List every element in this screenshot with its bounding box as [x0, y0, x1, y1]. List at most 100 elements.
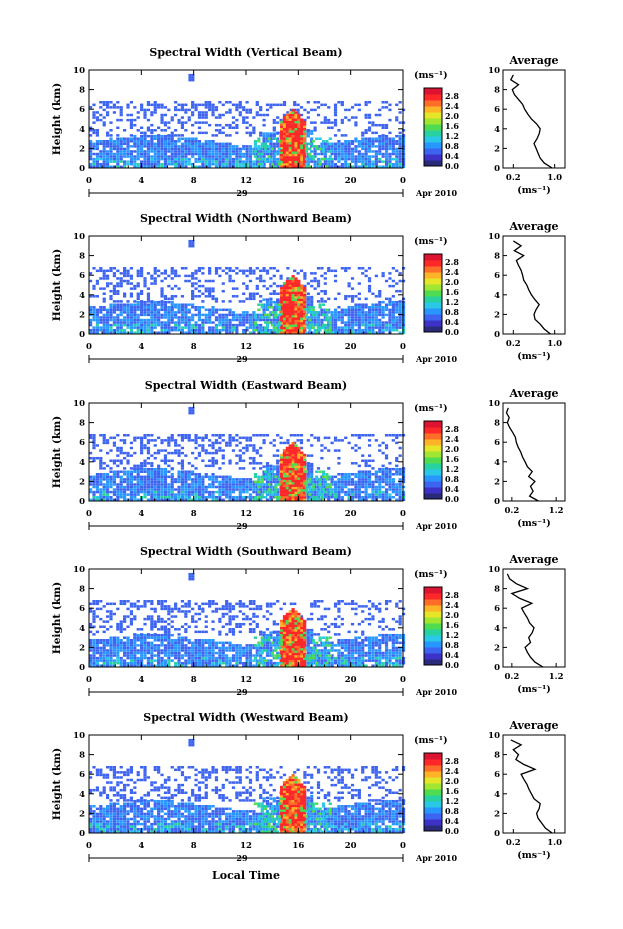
heatmap-cell: [201, 459, 205, 462]
heatmap-cell: [225, 111, 229, 114]
heatmap-cell: [211, 306, 215, 309]
heatmap-cell: [106, 140, 110, 143]
heatmap-cell: [350, 493, 355, 496]
heatmap-cell: [269, 483, 273, 486]
heatmap-cell: [371, 483, 375, 486]
heatmap-cell: [323, 145, 327, 148]
heatmap-cell: [381, 493, 385, 496]
heatmap-cell: [208, 287, 212, 290]
heatmap-cell: [262, 439, 266, 442]
avg-y-tick-label: 2: [494, 310, 500, 320]
heatmap-cell: [163, 326, 168, 329]
heatmap-cell: [291, 116, 295, 119]
heatmap-cell: [371, 323, 375, 327]
heatmap-cell: [280, 477, 284, 480]
heatmap-cell: [285, 498, 289, 501]
heatmap-cell: [106, 475, 110, 479]
heatmap-cell: [170, 267, 174, 270]
heatmap-cell: [294, 282, 298, 285]
heatmap-cell: [180, 459, 185, 462]
heatmap-cell: [218, 485, 222, 489]
heatmap-cell: [323, 495, 327, 499]
heatmap-cell: [320, 308, 324, 312]
panel-2: Spectral Width (Northward Beam)Height (k…: [51, 212, 566, 364]
heatmap-cell: [126, 321, 130, 324]
heatmap-cell: [361, 478, 365, 481]
heatmap-cell: [313, 126, 317, 129]
heatmap-cell: [153, 313, 157, 317]
heatmap-cell: [398, 473, 402, 476]
heatmap-cell: [160, 279, 164, 283]
heatmap-cell: [153, 326, 157, 329]
heatmap-cell: [350, 150, 355, 153]
heatmap-cell: [160, 328, 164, 332]
heatmap-cell: [194, 108, 198, 112]
heatmap-cell: [221, 289, 225, 293]
heatmap-cell: [208, 311, 212, 314]
heatmap-cell: [109, 323, 113, 327]
heatmap-cell: [116, 488, 120, 491]
heatmap-cell: [123, 272, 127, 275]
heatmap-cell: [398, 165, 402, 168]
heatmap-cell: [89, 152, 93, 156]
y-tick-label: 6: [79, 271, 85, 281]
heatmap-cell: [174, 498, 178, 501]
heatmap-cell: [333, 488, 338, 491]
heatmap-cell: [340, 439, 344, 442]
heatmap-cell: [300, 315, 304, 318]
heatmap-cell: [255, 462, 259, 465]
heatmap-cell: [374, 495, 378, 499]
heatmap-cell: [197, 160, 202, 163]
heatmap-cell: [242, 162, 246, 166]
heatmap-cell: [300, 153, 304, 157]
heatmap-cell: [140, 470, 144, 473]
heatmap-cell: [285, 137, 289, 140]
heatmap-cell: [129, 118, 134, 122]
heatmap-cell: [242, 485, 246, 489]
heatmap-cell: [291, 496, 295, 499]
heatmap-cell: [180, 306, 185, 309]
heatmap-cell: [225, 267, 229, 270]
heatmap-cell: [208, 123, 212, 127]
heatmap-cell: [291, 282, 295, 285]
x-tick-label: 0: [400, 342, 406, 352]
heatmap-cell: [136, 473, 140, 476]
heatmap-cell: [238, 436, 242, 440]
heatmap-cell: [321, 326, 326, 329]
heatmap-cell: [300, 118, 304, 121]
heatmap-cell: [177, 480, 181, 484]
heatmap-cell: [361, 316, 365, 319]
heatmap-cell: [310, 454, 314, 457]
heatmap-cell: [184, 326, 188, 329]
heatmap-cell: [303, 165, 307, 168]
heatmap-cell: [140, 306, 144, 309]
heatmap-cell: [388, 152, 392, 156]
heatmap-cell: [248, 493, 253, 496]
heatmap-cell: [167, 483, 171, 486]
heatmap-cell: [204, 157, 208, 161]
heatmap-cell: [235, 152, 239, 156]
heatmap-cell: [259, 106, 263, 109]
heatmap-cell: [150, 488, 154, 491]
heatmap-cell: [401, 137, 406, 140]
heatmap-cell: [337, 331, 341, 334]
heatmap-cell: [238, 480, 242, 484]
heatmap-cell: [285, 322, 289, 325]
heatmap-cell: [187, 142, 191, 146]
heatmap-cell: [143, 131, 147, 135]
colorbar-segment: [424, 142, 442, 149]
heatmap-cell: [221, 157, 225, 161]
heatmap-cell: [313, 165, 317, 168]
heatmap-cell: [323, 490, 327, 494]
heatmap-cell: [259, 160, 263, 163]
heatmap-cell: [381, 490, 385, 494]
heatmap-cell: [288, 319, 292, 323]
heatmap-cell: [136, 490, 140, 494]
heatmap-cell: [143, 485, 147, 489]
heatmap-cell: [150, 140, 154, 143]
heatmap-cell: [197, 493, 202, 496]
heatmap-cell: [174, 165, 178, 168]
heatmap-cell: [112, 142, 117, 146]
heatmap-cell: [123, 295, 127, 298]
heatmap-cell: [136, 485, 140, 489]
